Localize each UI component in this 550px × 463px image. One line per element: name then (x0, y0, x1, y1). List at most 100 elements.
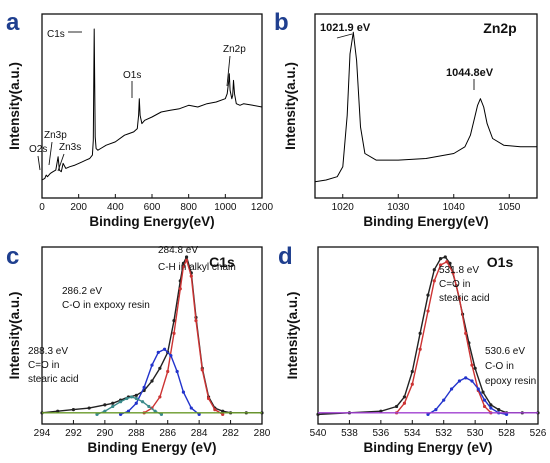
x-tick-label: 1030 (387, 202, 410, 213)
data-point (159, 412, 164, 417)
annotation-label: 288.3 eV (28, 346, 68, 357)
data-point (118, 412, 123, 417)
x-axis-label: Binding Energy (eV) (87, 440, 216, 455)
x-tick-label: 800 (180, 202, 197, 213)
data-point (126, 409, 131, 413)
data-point (71, 408, 76, 412)
data-point (147, 404, 151, 409)
x-tick-label: 286 (159, 428, 176, 439)
x-axis-label: Binding Energy (eV) (363, 440, 492, 455)
annotation-arrow (37, 155, 41, 171)
series-line-0 (41, 28, 263, 181)
data-point (410, 369, 414, 374)
data-point (481, 390, 485, 394)
annotation-arrow (57, 153, 65, 172)
data-point (178, 287, 182, 291)
annotation-label: C=O in (28, 360, 59, 371)
annotation-label: 530.6 eV (485, 346, 525, 357)
data-point (172, 319, 176, 323)
data-point (125, 396, 129, 401)
data-point (497, 408, 501, 412)
x-tick-label: 282 (222, 428, 239, 439)
x-tick-label: 536 (373, 428, 390, 439)
data-point (166, 369, 170, 374)
data-point (476, 387, 480, 391)
data-point (504, 412, 509, 417)
annotation-label: C-O in (485, 361, 514, 372)
annotation-label: Zn2p (223, 44, 246, 55)
data-point (449, 387, 454, 391)
plot-frame (41, 13, 263, 199)
data-point (189, 274, 193, 278)
data-point (426, 412, 430, 417)
data-point (150, 379, 154, 383)
data-point (134, 401, 138, 405)
data-point (150, 363, 154, 367)
data-point (142, 385, 146, 389)
data-point (118, 400, 123, 404)
data-point (470, 379, 474, 383)
data-point (184, 258, 189, 262)
data-point (158, 395, 162, 399)
plot-frame (317, 246, 539, 425)
panel-d: 540 538 536 534 532 530 528 526 Binding Energy (… (278, 243, 547, 455)
plot-frame (41, 246, 263, 425)
x-tick-label: 532 (435, 428, 452, 439)
data-point (448, 261, 452, 265)
annotation-label: Zn3s (59, 142, 81, 153)
data-point (464, 331, 468, 335)
data-point (221, 412, 225, 417)
annotation-label: O2s (29, 144, 47, 155)
x-tick-label: 0 (39, 202, 45, 213)
y-axis-label: Intensity(a.u.) (283, 62, 298, 150)
data-point (162, 347, 167, 351)
annotation-label: 1021.9 eV (320, 22, 371, 34)
panel-title: O1s (487, 254, 514, 270)
x-tick-label: 290 (97, 428, 114, 439)
data-point (103, 403, 107, 407)
y-axis-label: Intensity(a.u.) (285, 292, 300, 380)
annotation-arrow (48, 141, 53, 166)
data-point (434, 408, 438, 412)
data-point (482, 398, 487, 402)
data-point (402, 395, 407, 399)
x-tick-label: 1040 (443, 202, 466, 213)
annotation-label: 1044.8eV (446, 67, 494, 79)
annotation-arrow (226, 55, 231, 87)
x-axis-label: Binding Energy(eV) (363, 214, 488, 229)
data-point (489, 406, 493, 410)
data-point (184, 255, 189, 259)
panel-letter: c (6, 243, 19, 270)
data-point (438, 263, 443, 267)
annotation-label: 286.2 eV (62, 286, 102, 297)
data-point (451, 271, 455, 275)
annotation-label: stearic acid (439, 293, 490, 304)
data-point (394, 404, 399, 409)
data-point (457, 379, 462, 383)
data-point (134, 396, 138, 401)
data-point (156, 350, 160, 354)
data-point (426, 309, 430, 313)
data-point (194, 319, 198, 323)
data-point (418, 347, 422, 351)
x-tick-label: 538 (341, 428, 358, 439)
data-point (489, 403, 493, 407)
data-point (140, 400, 145, 404)
data-point (189, 406, 193, 410)
annotation-label: stearic acid (28, 374, 79, 385)
data-point (181, 390, 186, 394)
annotation-label: 531.8 eV (439, 265, 479, 276)
data-point (95, 412, 99, 417)
data-point (103, 409, 107, 413)
annotation-label: C-O in expoxy resin (62, 300, 150, 311)
data-point (438, 256, 443, 261)
annotation-label: Zn3p (44, 130, 67, 141)
x-tick-label: 294 (34, 428, 51, 439)
data-point (432, 279, 436, 283)
annotation-label: C-H in alkyl chain (158, 262, 236, 273)
panel-letter: b (274, 9, 289, 36)
y-axis-label: Intensity(a.u.) (7, 62, 22, 150)
x-tick-label: 284 (191, 428, 208, 439)
annotation-label: O1s (123, 70, 141, 81)
data-point (153, 409, 157, 413)
